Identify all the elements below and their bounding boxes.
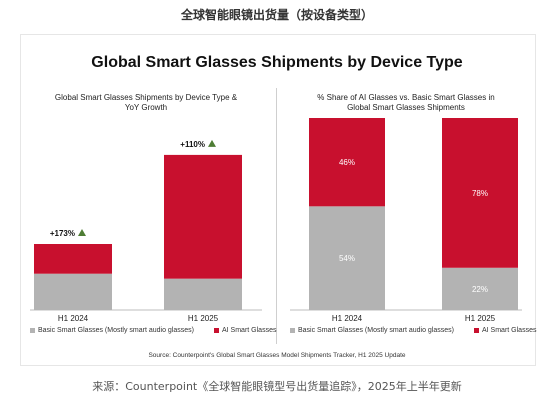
top-caption: 全球智能眼镜出货量（按设备类型） bbox=[180, 8, 373, 22]
legend-basic-swatch bbox=[30, 328, 35, 333]
data-label: 22% bbox=[472, 285, 488, 294]
bar-ai bbox=[34, 244, 112, 274]
bottom-caption: 来源：Counterpoint《全球智能眼镜型号出货量追踪》，2025年上半年更… bbox=[92, 380, 462, 393]
x-tick-label: H1 2025 bbox=[465, 314, 496, 323]
legend-ai-swatch bbox=[474, 328, 479, 333]
legend-ai-swatch bbox=[214, 328, 219, 333]
growth-annotation: +110% bbox=[180, 140, 205, 149]
left-panel-title-line2: YoY Growth bbox=[124, 103, 168, 112]
main-title: Global Smart Glasses Shipments by Device… bbox=[91, 54, 463, 71]
left-panel-title-line1: Global Smart Glasses Shipments by Device… bbox=[54, 93, 238, 102]
bar-ai bbox=[164, 154, 242, 279]
legend-basic-label: Basic Smart Glasses (Mostly smart audio … bbox=[38, 327, 194, 334]
bar-basic bbox=[164, 278, 242, 310]
left-legend: Basic Smart Glasses (Mostly smart audio … bbox=[30, 327, 276, 334]
data-label: 54% bbox=[339, 254, 355, 263]
right-panel-title-line2: Global Smart Glasses Shipments bbox=[347, 103, 465, 112]
x-tick-label: H1 2024 bbox=[58, 314, 89, 323]
bar-basic bbox=[442, 267, 518, 310]
up-arrow-icon bbox=[208, 139, 216, 147]
source-note: Source: Counterpoint's Global Smart Glas… bbox=[148, 352, 406, 359]
bar-basic bbox=[34, 273, 112, 310]
up-arrow-icon bbox=[78, 229, 86, 236]
growth-annotation: +173% bbox=[50, 229, 75, 238]
bar-ai bbox=[442, 118, 518, 268]
left-panel-title: Global Smart Glasses Shipments by Device… bbox=[28, 93, 264, 113]
legend-basic-swatch bbox=[290, 328, 295, 333]
bar-ai bbox=[309, 118, 385, 207]
legend-basic-label: Basic Smart Glasses (Mostly smart audio … bbox=[298, 327, 454, 334]
data-label: 46% bbox=[339, 158, 355, 167]
x-tick-label: H1 2025 bbox=[188, 314, 219, 323]
bar-basic bbox=[309, 206, 385, 310]
right-panel-title: % Share of AI Glasses vs. Basic Smart Gl… bbox=[286, 93, 526, 113]
x-tick-label: H1 2024 bbox=[332, 314, 363, 323]
data-label: 78% bbox=[472, 189, 488, 198]
right-panel-title-line1: % Share of AI Glasses vs. Basic Smart Gl… bbox=[317, 93, 495, 102]
legend-ai-label: AI Smart Glasses bbox=[482, 327, 537, 334]
right-legend: Basic Smart Glasses (Mostly smart audio … bbox=[290, 327, 536, 334]
panel-divider bbox=[276, 88, 277, 344]
legend-ai-label: AI Smart Glasses bbox=[222, 327, 277, 334]
